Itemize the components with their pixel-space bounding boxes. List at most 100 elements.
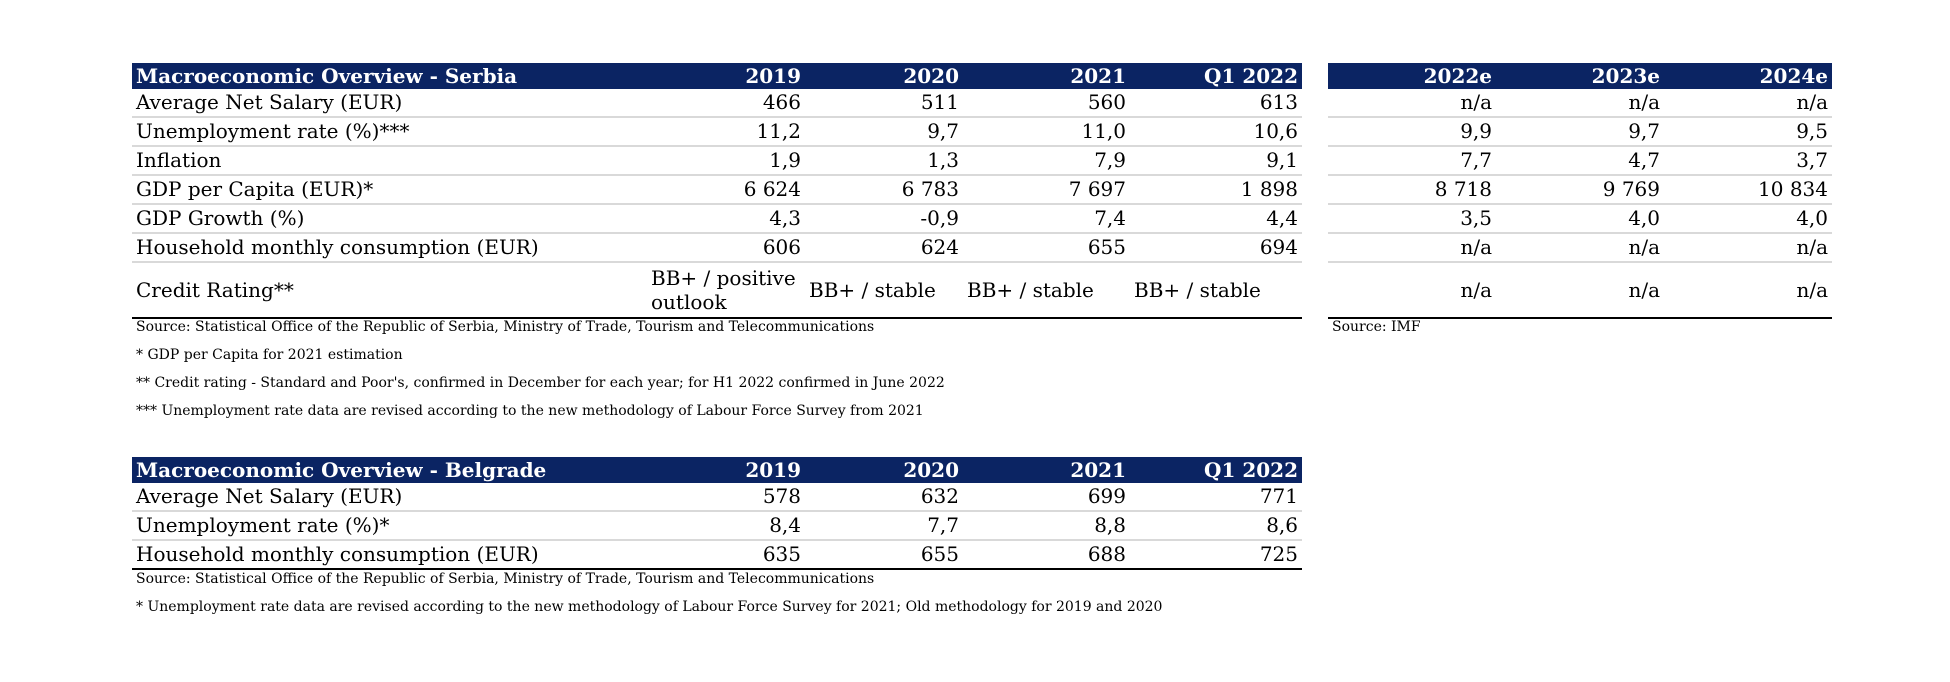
table-cell: 8 718 [1328,175,1496,205]
table-cell: 4,0 [1664,204,1832,234]
table-cell: 7,7 [805,511,963,541]
serbia-year-header: 2021 [963,63,1130,89]
table-cell: n/a [1664,233,1832,263]
table-cell: 9,5 [1664,117,1832,147]
table-cell: 10 834 [1664,175,1832,205]
table-row: Credit Rating** BB+ / positive outlook B… [132,262,1302,319]
table-cell: 511 [805,89,963,118]
table-row: Household monthly consumption (EUR) 606 … [132,233,1302,263]
row-label: Unemployment rate (%)*** [132,117,647,147]
table-cell: 8,8 [963,511,1130,541]
serbia-table-title: Macroeconomic Overview - Serbia [132,63,647,89]
table-row: 7,7 4,7 3,7 [1328,146,1832,176]
table-cell: 1,3 [805,146,963,176]
row-label: Credit Rating** [132,262,647,319]
row-label: GDP Growth (%) [132,204,647,234]
table-cell: 578 [647,483,805,512]
table-row: n/a n/a n/a [1328,89,1832,118]
row-label: Household monthly consumption (EUR) [132,233,647,263]
belgrade-footnote: * Unemployment rate data are revised acc… [136,599,1163,615]
serbia-footnote: * GDP per Capita for 2021 estimation [136,347,403,363]
serbia-footnote: *** Unemployment rate data are revised a… [136,403,924,419]
table-cell: 1 898 [1130,175,1302,205]
table-cell: 635 [647,540,805,570]
table-cell: 7,9 [963,146,1130,176]
table-cell: 4,0 [1496,204,1664,234]
table-cell: 655 [805,540,963,570]
table-cell: 688 [963,540,1130,570]
forecast-header-row: 2022e 2023e 2024e [1328,63,1832,89]
table-cell: n/a [1496,233,1664,263]
table-cell: -0,9 [805,204,963,234]
table-cell: 466 [647,89,805,118]
table-cell: 11,0 [963,117,1130,147]
table-cell: BB+ / stable [1130,262,1302,319]
table-cell: 632 [805,483,963,512]
table-row: 9,9 9,7 9,5 [1328,117,1832,147]
table-cell: n/a [1664,89,1832,118]
belgrade-header-row: Macroeconomic Overview - Belgrade 2019 2… [132,457,1302,483]
row-label: Average Net Salary (EUR) [132,89,647,118]
row-label: Household monthly consumption (EUR) [132,540,647,570]
serbia-table: Macroeconomic Overview - Serbia 2019 202… [132,63,1302,319]
serbia-year-header: 2019 [647,63,805,89]
table-cell: 3,7 [1664,146,1832,176]
table-cell: n/a [1328,233,1496,263]
belgrade-source-note: Source: Statistical Office of the Republ… [136,571,875,587]
table-row: Unemployment rate (%)*** 11,2 9,7 11,0 1… [132,117,1302,147]
row-label: GDP per Capita (EUR)* [132,175,647,205]
table-row: Household monthly consumption (EUR) 635 … [132,540,1302,570]
table-row: GDP Growth (%) 4,3 -0,9 7,4 4,4 [132,204,1302,234]
table-cell: 9,7 [805,117,963,147]
table-cell: 771 [1130,483,1302,512]
table-cell: 11,2 [647,117,805,147]
serbia-footnote: ** Credit rating - Standard and Poor's, … [136,375,945,391]
table-row: Average Net Salary (EUR) 578 632 699 771 [132,483,1302,512]
row-label: Unemployment rate (%)* [132,511,647,541]
table-cell: 699 [963,483,1130,512]
table-cell: 10,6 [1130,117,1302,147]
table-cell: 624 [805,233,963,263]
belgrade-year-header: 2019 [647,457,805,483]
belgrade-year-header: Q1 2022 [1130,457,1302,483]
table-row: n/a n/a n/a [1328,262,1832,319]
row-label: Inflation [132,146,647,176]
table-cell: 606 [647,233,805,263]
table-cell: 4,4 [1130,204,1302,234]
table-cell: 6 624 [647,175,805,205]
table-cell: 613 [1130,89,1302,118]
table-cell: BB+ / stable [805,262,963,319]
table-row: n/a n/a n/a [1328,233,1832,263]
serbia-year-header: Q1 2022 [1130,63,1302,89]
table-cell: BB+ / positive outlook [647,262,805,319]
row-label: Average Net Salary (EUR) [132,483,647,512]
table-cell: 8,4 [647,511,805,541]
table-cell: 7 697 [963,175,1130,205]
table-cell: 1,9 [647,146,805,176]
table-cell: 8,6 [1130,511,1302,541]
table-cell: 9,7 [1496,117,1664,147]
belgrade-table-title: Macroeconomic Overview - Belgrade [132,457,647,483]
serbia-source-note: Source: Statistical Office of the Republ… [136,319,875,335]
table-cell: 9,9 [1328,117,1496,147]
table-cell: n/a [1496,89,1664,118]
table-cell: 9,1 [1130,146,1302,176]
table-row: Inflation 1,9 1,3 7,9 9,1 [132,146,1302,176]
table-cell: n/a [1328,89,1496,118]
table-cell: 4,7 [1496,146,1664,176]
table-cell: 7,7 [1328,146,1496,176]
table-cell: n/a [1664,262,1832,319]
table-row: Unemployment rate (%)* 8,4 7,7 8,8 8,6 [132,511,1302,541]
table-cell: 3,5 [1328,204,1496,234]
table-cell: 560 [963,89,1130,118]
belgrade-year-header: 2021 [963,457,1130,483]
table-cell: 655 [963,233,1130,263]
table-cell: 9 769 [1496,175,1664,205]
belgrade-year-header: 2020 [805,457,963,483]
table-cell: 7,4 [963,204,1130,234]
forecast-source-note: Source: IMF [1332,319,1421,335]
serbia-header-row: Macroeconomic Overview - Serbia 2019 202… [132,63,1302,89]
forecast-table: 2022e 2023e 2024e n/a n/a n/a 9,9 9,7 9,… [1328,63,1832,319]
forecast-year-header: 2024e [1664,63,1832,89]
serbia-year-header: 2020 [805,63,963,89]
